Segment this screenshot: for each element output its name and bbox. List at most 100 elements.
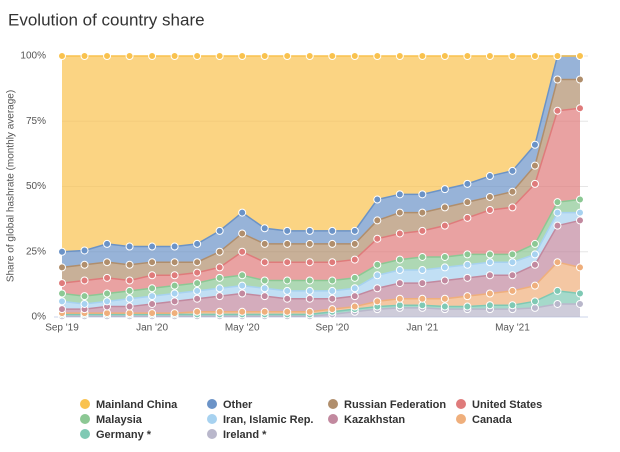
data-point bbox=[193, 294, 202, 303]
data-point bbox=[395, 294, 404, 303]
data-point bbox=[508, 166, 517, 175]
data-point bbox=[485, 301, 494, 310]
data-point bbox=[463, 179, 472, 188]
legend-symbol bbox=[80, 414, 90, 424]
data-point bbox=[576, 104, 584, 113]
data-point bbox=[576, 52, 584, 60]
data-point bbox=[170, 309, 179, 318]
data-point bbox=[576, 289, 584, 298]
data-point bbox=[576, 208, 584, 217]
legend-symbol bbox=[207, 429, 217, 439]
areas bbox=[62, 56, 580, 317]
data-point bbox=[350, 52, 359, 60]
legend-symbol bbox=[328, 399, 338, 409]
data-point bbox=[463, 292, 472, 301]
legend-label[interactable]: Ireland * bbox=[223, 429, 267, 441]
data-point bbox=[418, 208, 427, 217]
data-point bbox=[530, 297, 539, 306]
legend-label[interactable]: Malaysia bbox=[96, 414, 143, 426]
data-point bbox=[260, 258, 269, 267]
data-point bbox=[328, 286, 337, 295]
data-point bbox=[215, 247, 224, 256]
data-point bbox=[305, 52, 314, 60]
data-point bbox=[103, 297, 112, 306]
data-point bbox=[148, 52, 157, 60]
legend-label[interactable]: Iran, Islamic Rep. bbox=[223, 414, 313, 426]
data-point bbox=[103, 52, 112, 60]
data-point bbox=[576, 75, 584, 84]
data-point bbox=[485, 52, 494, 60]
data-point bbox=[373, 260, 382, 269]
data-point bbox=[508, 271, 517, 280]
x-tick-label: May '21 bbox=[495, 323, 530, 334]
data-point bbox=[260, 284, 269, 293]
data-point bbox=[58, 305, 66, 314]
data-point bbox=[463, 198, 472, 207]
legend-symbol bbox=[456, 399, 466, 409]
data-point bbox=[440, 302, 449, 311]
legend-symbol bbox=[207, 399, 217, 409]
data-point bbox=[305, 239, 314, 248]
data-point bbox=[58, 297, 66, 306]
data-point bbox=[418, 52, 427, 60]
data-point bbox=[373, 284, 382, 293]
data-point bbox=[193, 239, 202, 248]
data-point bbox=[553, 75, 562, 84]
legend-label[interactable]: Other bbox=[223, 399, 253, 411]
data-point bbox=[170, 281, 179, 290]
data-point bbox=[125, 242, 134, 251]
data-point bbox=[283, 258, 292, 267]
y-axis-label: Share of global hashrate (monthly averag… bbox=[6, 90, 17, 282]
legend-label[interactable]: United States bbox=[472, 399, 542, 411]
data-point bbox=[193, 258, 202, 267]
data-point bbox=[305, 276, 314, 285]
data-point bbox=[508, 286, 517, 295]
data-point bbox=[350, 302, 359, 311]
data-point bbox=[215, 263, 224, 272]
data-point bbox=[283, 239, 292, 248]
legend-label[interactable]: Canada bbox=[472, 414, 513, 426]
data-point bbox=[193, 279, 202, 288]
area-fill bbox=[62, 199, 580, 304]
data-point bbox=[328, 226, 337, 235]
data-point bbox=[125, 52, 134, 60]
data-point bbox=[58, 279, 66, 288]
data-point bbox=[395, 208, 404, 217]
data-point bbox=[530, 260, 539, 269]
data-point bbox=[530, 303, 539, 312]
legend-label[interactable]: Russian Federation bbox=[344, 399, 446, 411]
legend-label[interactable]: Mainland China bbox=[96, 399, 178, 411]
data-point bbox=[148, 258, 157, 267]
data-point bbox=[553, 52, 562, 60]
data-point bbox=[125, 309, 134, 318]
data-point bbox=[148, 309, 157, 318]
data-point bbox=[553, 208, 562, 217]
data-point bbox=[350, 255, 359, 264]
data-point bbox=[576, 299, 584, 308]
data-point bbox=[485, 205, 494, 214]
data-point bbox=[440, 276, 449, 285]
data-point bbox=[193, 286, 202, 295]
data-point bbox=[553, 106, 562, 115]
data-point bbox=[373, 234, 382, 243]
legend-label[interactable]: Kazakhstan bbox=[344, 414, 405, 426]
legend-label[interactable]: Germany * bbox=[96, 429, 152, 441]
data-point bbox=[463, 260, 472, 269]
data-point bbox=[215, 52, 224, 60]
data-point bbox=[305, 307, 314, 316]
data-point bbox=[418, 301, 427, 310]
data-point bbox=[418, 266, 427, 275]
area-fill bbox=[62, 220, 580, 314]
data-point bbox=[508, 258, 517, 267]
data-point bbox=[350, 239, 359, 248]
y-tick-label: 75% bbox=[26, 116, 46, 127]
chart-title: Evolution of country share bbox=[8, 10, 205, 29]
data-point bbox=[373, 297, 382, 306]
data-point bbox=[283, 307, 292, 316]
data-point bbox=[238, 307, 247, 316]
data-point bbox=[215, 307, 224, 316]
x-tick-label: Sep '19 bbox=[45, 323, 79, 334]
y-tick-label: 25% bbox=[26, 246, 46, 257]
data-point bbox=[485, 271, 494, 280]
